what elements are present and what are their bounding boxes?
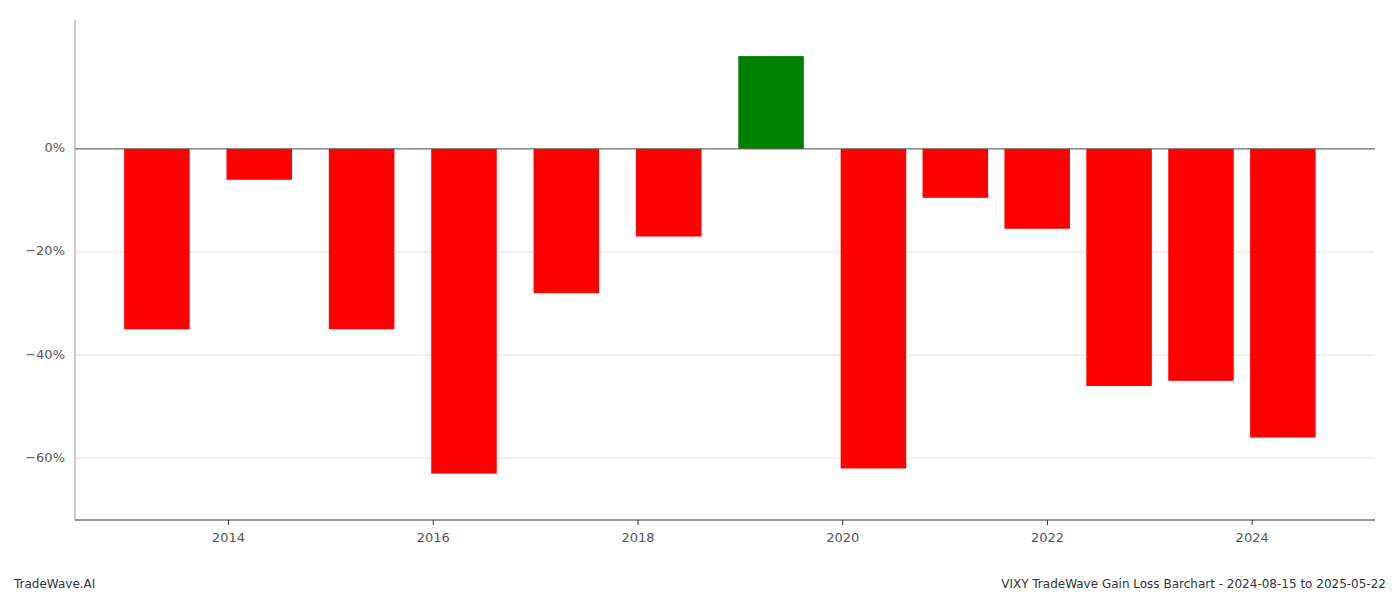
x-tick-label: 2022 [1031, 530, 1064, 545]
bar [431, 149, 497, 474]
bar [124, 149, 190, 329]
x-tick [433, 520, 434, 525]
y-tick-label: 0% [44, 140, 65, 155]
footer-right: VIXY TradeWave Gain Loss Barchart - 2024… [1001, 577, 1386, 591]
zero-line [75, 148, 1375, 149]
bar [841, 149, 907, 469]
x-tick-label: 2020 [826, 530, 859, 545]
x-tick [228, 520, 229, 525]
y-axis-line [75, 20, 76, 520]
y-tick-label: −40% [25, 347, 65, 362]
x-tick-label: 2016 [417, 530, 450, 545]
grid-line [75, 458, 1375, 459]
grid [75, 149, 1375, 458]
bars [124, 56, 1315, 474]
bar [923, 149, 989, 198]
x-axis-line [75, 520, 1375, 521]
x-tick [842, 520, 843, 525]
bar [1250, 149, 1316, 438]
x-tick-label: 2018 [621, 530, 654, 545]
x-tick [1252, 520, 1253, 525]
x-tick-label: 2024 [1236, 530, 1269, 545]
bar [534, 149, 600, 293]
chart: 0% −20% −40% −60% 2014 2016 2018 2020 2022 2024 Tr… [0, 0, 1400, 600]
bar [636, 149, 702, 237]
bar [226, 149, 292, 180]
x-tick [637, 520, 638, 525]
bar [738, 56, 804, 149]
y-tick-label: −60% [25, 450, 65, 465]
bar [1004, 149, 1070, 229]
footer-left: TradeWave.AI [13, 577, 95, 591]
x-tick [1047, 520, 1048, 525]
x-tick-label: 2014 [212, 530, 245, 545]
grid-line [75, 148, 1375, 149]
bar [1086, 149, 1152, 386]
bar [1168, 149, 1234, 381]
y-tick-label: −20% [25, 243, 65, 258]
bar [329, 149, 395, 329]
